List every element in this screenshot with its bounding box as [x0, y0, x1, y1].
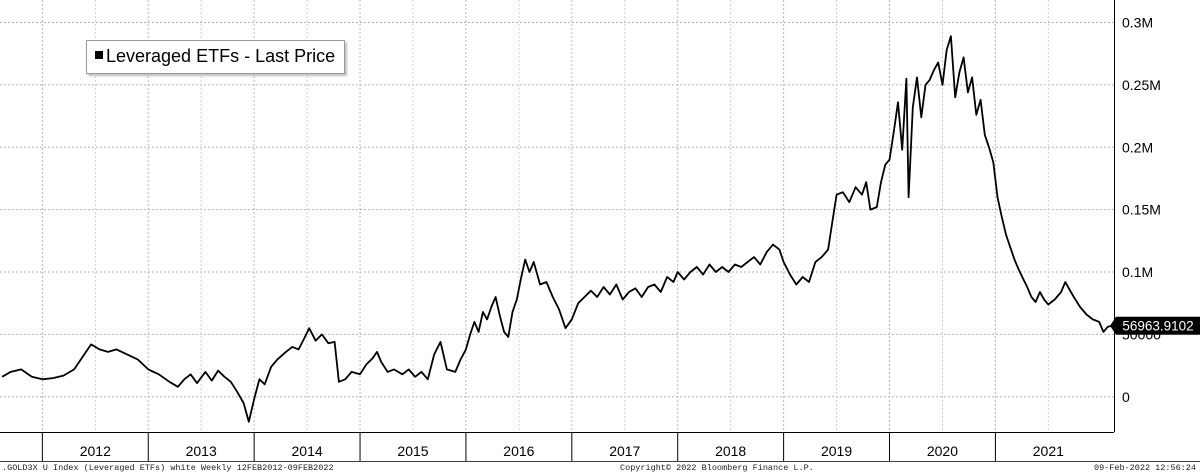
y-tick-label: 0.3M — [1122, 14, 1153, 30]
x-tick-label: 2021 — [1033, 443, 1064, 459]
x-tick-label: 2014 — [292, 443, 323, 459]
legend: Leveraged ETFs - Last Price — [86, 40, 346, 74]
last-value-label: 56963.9102 — [1122, 319, 1193, 334]
last-value-box — [1116, 316, 1200, 335]
footer-source: .GOLD3X U Index (Leveraged ETFs) white W… — [2, 463, 334, 473]
x-tick-label: 2016 — [503, 443, 534, 459]
x-tick-label: 2012 — [80, 443, 111, 459]
x-tick-label: 2015 — [397, 443, 428, 459]
y-tick-label: 0.25M — [1122, 77, 1161, 93]
y-tick-label: 0.2M — [1122, 139, 1153, 155]
series-line — [1, 35, 1113, 423]
legend-label: Leveraged ETFs - Last Price — [106, 46, 336, 66]
x-tick-label: 2020 — [927, 443, 958, 459]
y-tick-label: 0.15M — [1122, 202, 1161, 218]
footer-copyright: Copyright© 2022 Bloomberg Finance L.P. — [620, 463, 814, 473]
x-tick-label: 2017 — [609, 443, 640, 459]
y-tick-label: 0.1M — [1122, 264, 1153, 280]
x-tick-label: 2013 — [186, 443, 217, 459]
gridlines — [0, 0, 1200, 462]
y-tick-label: 0 — [1122, 389, 1130, 405]
footer-timestamp: 09-Feb-2022 12:56:24 — [1093, 463, 1196, 473]
last-value-pointer — [1110, 316, 1116, 335]
x-axis-tick-labels: 2012 2013 2014 2015 2016 2017 2018 2019 2020 2021 — [80, 443, 1064, 459]
x-tick-label: 2018 — [715, 443, 746, 459]
x-tick-label: 2019 — [821, 443, 852, 459]
last-value-badge: 56963.9102 — [1110, 316, 1200, 335]
legend-swatch — [95, 51, 103, 59]
